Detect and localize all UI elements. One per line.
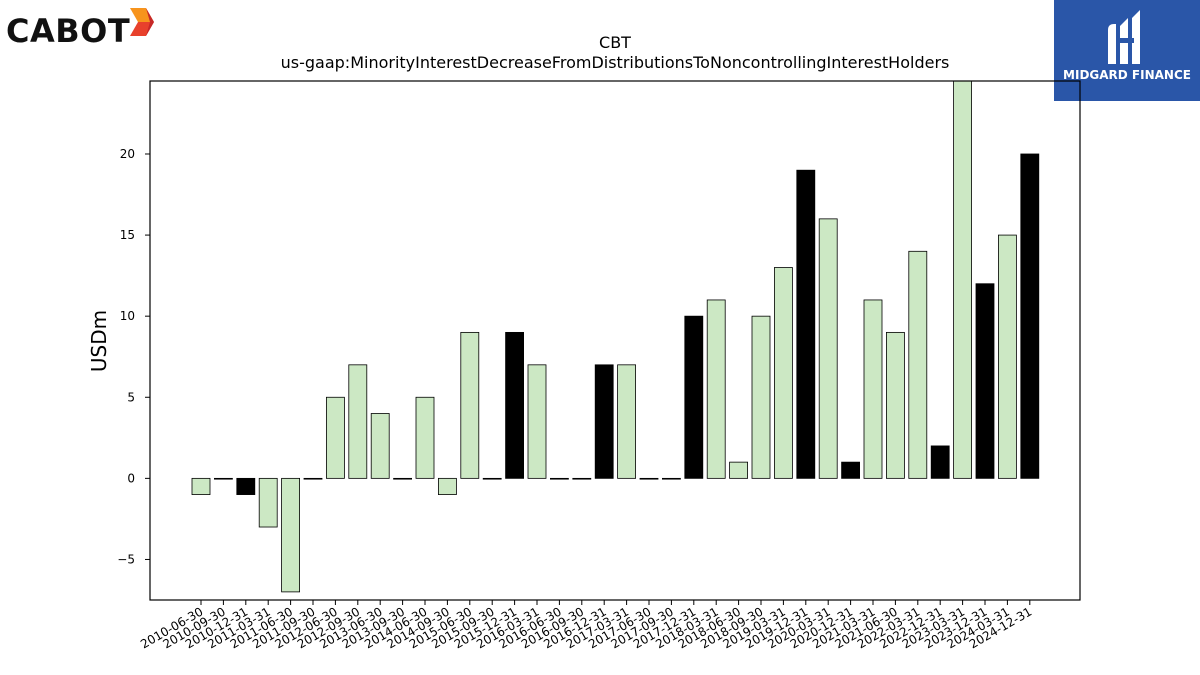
bar-2014-09-30	[437, 477, 457, 495]
y-tick-label: −5	[117, 552, 135, 566]
bar-2016-06-30	[550, 477, 569, 480]
bar-2012-09-30	[348, 364, 368, 479]
bar-2024-12-31	[1020, 153, 1040, 479]
bar-2022-12-31	[930, 445, 950, 479]
cabot-logo: CABOT	[4, 4, 164, 52]
bar-2010-06-30	[191, 477, 211, 495]
bar-2014-06-30	[415, 396, 435, 479]
bar-2015-06-30	[460, 331, 480, 479]
bar-2019-12-31	[796, 169, 816, 479]
midgard-monogram-icon	[1108, 10, 1140, 64]
bar-2018-03-31	[706, 299, 726, 479]
bar-2017-06-30	[639, 477, 659, 480]
bar-2018-09-30	[751, 315, 771, 479]
bar-2017-03-31	[617, 364, 636, 479]
axes-frame	[149, 80, 1081, 601]
bar-2021-03-31	[863, 299, 883, 479]
bar-2023-12-31	[975, 283, 995, 479]
y-tick-label: 20	[120, 147, 135, 161]
y-tick-label: 5	[127, 390, 135, 404]
bar-2011-03-31	[258, 477, 278, 528]
cabot-arrow-logo-icon	[130, 8, 154, 36]
bar-2015-12-31	[505, 331, 525, 479]
bar-2010-09-30	[213, 477, 233, 480]
midgard-logo-text: MIDGARD FINANCE	[1063, 68, 1191, 82]
bar-2024-03-31	[998, 234, 1017, 479]
chart-subtitle: us-gaap:MinorityInterestDecreaseFromDist…	[281, 53, 950, 72]
y-tick-label: 15	[120, 228, 135, 242]
bar-2018-06-30	[729, 461, 748, 479]
y-tick-label: 0	[127, 471, 135, 485]
bar-2013-09-30	[393, 477, 413, 480]
bar-2021-06-30	[886, 331, 905, 479]
bar-2016-09-30	[572, 477, 592, 480]
bar-2022-03-31	[908, 250, 928, 479]
bar-2010-12-31	[236, 477, 256, 495]
bar-2017-09-30	[662, 477, 681, 480]
y-tick-label: 10	[120, 309, 135, 323]
bar-2019-03-31	[774, 267, 793, 479]
bar-2020-03-31	[818, 218, 838, 479]
bar-2023-03-31	[953, 81, 972, 479]
cabot-logo-text: CABOT	[6, 12, 131, 50]
bar-2016-03-31	[527, 364, 547, 479]
bar-2013-06-30	[370, 413, 390, 479]
bar-2011-06-30	[281, 477, 301, 593]
bar-2011-09-30	[303, 477, 323, 480]
midgard-finance-logo: MIDGARD FINANCE	[1054, 0, 1200, 101]
bar-2017-12-31	[684, 315, 704, 479]
plot-area: 2010-06-302010-09-302010-12-312011-03-31…	[117, 80, 1081, 651]
bar-2020-12-31	[841, 461, 860, 479]
bar-2016-12-31	[594, 364, 614, 479]
bar-2015-09-30	[482, 477, 502, 480]
bar-2012-06-30	[325, 396, 345, 479]
chart-title: CBT	[599, 33, 631, 52]
y-axis-label: USDm	[87, 310, 111, 372]
